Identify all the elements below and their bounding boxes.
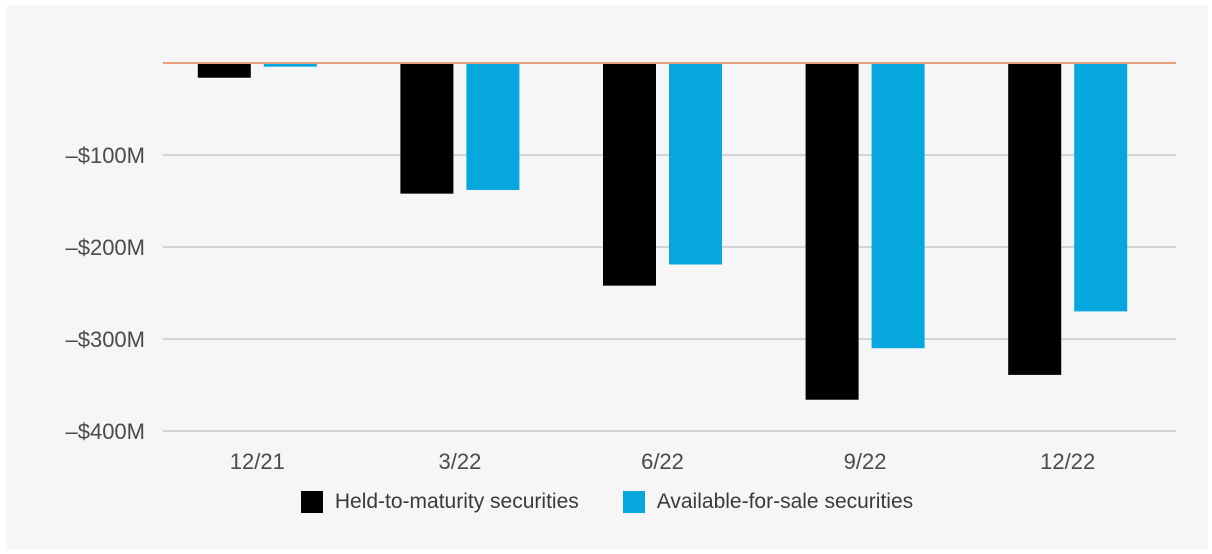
y-tick-label: –$300M [65,327,145,352]
bar-available-for-sale [871,63,925,349]
bar-held-to-maturity [1008,63,1062,375]
bar-held-to-maturity [400,63,454,194]
bar-available-for-sale [669,63,722,265]
legend-label-available-for-sale: Available-for-sale securities [656,490,914,513]
bar-held-to-maturity [603,63,656,286]
x-tick-label: 12/21 [230,449,285,474]
bar-available-for-sale [263,63,317,67]
y-tick-label: –$200M [65,235,145,260]
y-tick-label: –$400M [65,419,145,444]
legend: Held-to-maturity securities Available-fo… [6,490,1208,514]
legend-item-held-to-maturity: Held-to-maturity securities [300,490,579,514]
bar-held-to-maturity [805,63,859,400]
bar-available-for-sale [1074,63,1128,312]
x-tick-label: 12/22 [1040,449,1095,474]
legend-swatch-available-for-sale [622,491,645,513]
x-tick-label: 9/22 [844,449,887,474]
x-tick-label: 3/22 [438,449,481,474]
bar-available-for-sale [466,63,520,190]
y-tick-label: –$100M [65,143,145,168]
bar-chart: –$100M –$200M –$300M –$400M 12/21 3/22 6/22 9/2… [65,62,1176,474]
legend-item-available-for-sale: Available-for-sale securities [622,490,914,514]
legend-swatch-held-to-maturity [300,491,323,513]
chart-panel: –$100M –$200M –$300M –$400M 12/21 3/22 6/22 9/2… [6,6,1208,550]
x-tick-label: 6/22 [641,449,684,474]
bar-held-to-maturity [197,63,251,78]
legend-label-held-to-maturity: Held-to-maturity securities [334,490,579,513]
